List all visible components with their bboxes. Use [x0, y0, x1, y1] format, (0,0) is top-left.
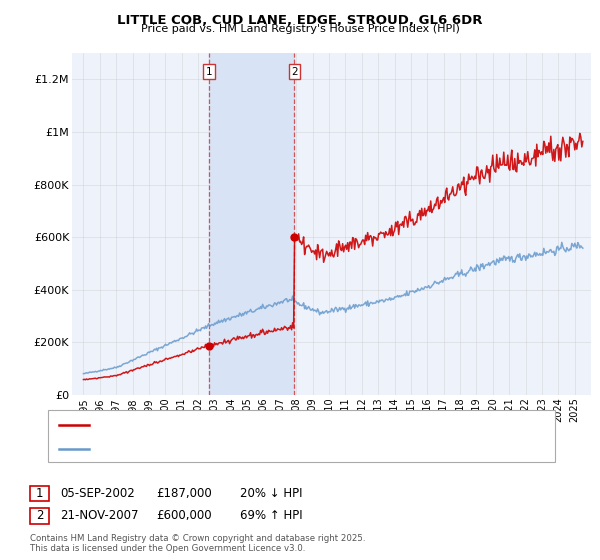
Text: 69% ↑ HPI: 69% ↑ HPI: [240, 509, 302, 522]
Text: 05-SEP-2002: 05-SEP-2002: [60, 487, 135, 500]
Text: £187,000: £187,000: [156, 487, 212, 500]
Text: 20% ↓ HPI: 20% ↓ HPI: [240, 487, 302, 500]
Text: 21-NOV-2007: 21-NOV-2007: [60, 509, 139, 522]
Text: HPI: Average price, detached house, Stroud: HPI: Average price, detached house, Stro…: [93, 444, 320, 454]
Text: Price paid vs. HM Land Registry's House Price Index (HPI): Price paid vs. HM Land Registry's House …: [140, 24, 460, 34]
Text: 2: 2: [291, 67, 298, 77]
Text: LITTLE COB, CUD LANE, EDGE, STROUD, GL6 6DR (detached house): LITTLE COB, CUD LANE, EDGE, STROUD, GL6 …: [93, 420, 446, 430]
Text: Contains HM Land Registry data © Crown copyright and database right 2025.
This d: Contains HM Land Registry data © Crown c…: [30, 534, 365, 553]
Text: 1: 1: [206, 67, 212, 77]
Text: 1: 1: [36, 487, 43, 500]
Text: LITTLE COB, CUD LANE, EDGE, STROUD, GL6 6DR: LITTLE COB, CUD LANE, EDGE, STROUD, GL6 …: [117, 14, 483, 27]
Text: 2: 2: [36, 509, 43, 522]
Text: £600,000: £600,000: [156, 509, 212, 522]
Bar: [209, 53, 295, 395]
